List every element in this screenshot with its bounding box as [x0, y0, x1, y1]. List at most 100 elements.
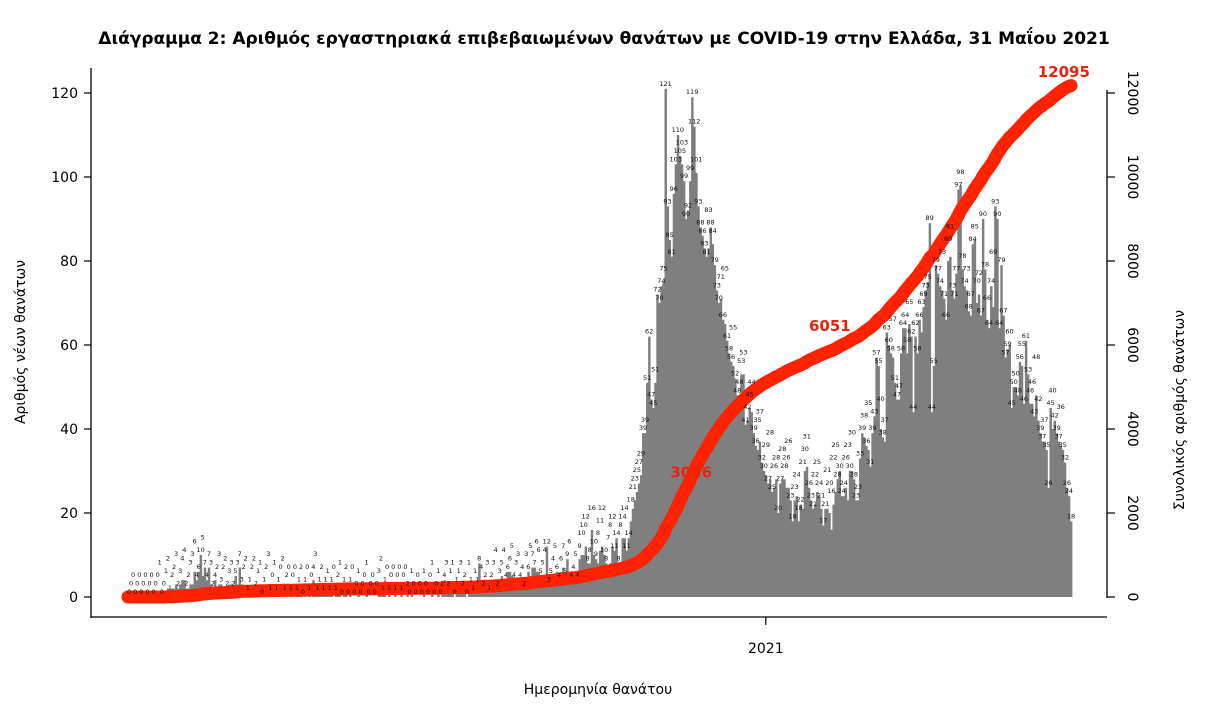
bar-value-label: 66 [983, 294, 991, 302]
y2-tick-label: 0 [1124, 593, 1140, 602]
bar-value-label: 2 [489, 571, 493, 579]
bar-value-label: 48 [1014, 386, 1022, 394]
bar-value-label: 4 [575, 571, 579, 579]
bar-value-label: 83 [700, 239, 708, 247]
bar [940, 290, 944, 597]
bar [590, 529, 594, 597]
bar [977, 294, 981, 597]
bar-value-label: 18 [627, 496, 635, 504]
bar [517, 584, 520, 597]
bar-value-label: 88 [696, 218, 704, 226]
bar-value-label: 81 [702, 248, 710, 256]
bar-value-label: 39 [1053, 424, 1061, 432]
bar [793, 500, 796, 597]
bar-value-label: 85 [971, 223, 979, 231]
bar [899, 353, 903, 597]
bar [879, 429, 882, 597]
bar [963, 286, 966, 597]
bar-value-label: 1 [307, 584, 311, 592]
bar [756, 450, 760, 597]
bar [834, 492, 837, 597]
bar [639, 475, 643, 597]
bar-value-label: 1 [393, 584, 397, 592]
bar-value-label: 2 [244, 554, 248, 562]
bar-value-label: 27 [764, 475, 772, 483]
bar [652, 408, 655, 597]
bar-value-label: 97 [954, 181, 962, 189]
bar-value-label: 2 [215, 563, 219, 571]
bar-value-label: 32 [1061, 454, 1069, 462]
bar-value-label: 22 [797, 496, 805, 504]
bar-value-label: 1 [455, 575, 459, 583]
bar [572, 580, 575, 597]
bar [783, 479, 786, 597]
bar-value-label: 8 [588, 546, 592, 554]
bar-value-label: 1 [430, 559, 434, 567]
bar [932, 366, 936, 597]
bar-value-label: 73 [962, 265, 970, 273]
bar [871, 433, 874, 597]
bar [625, 550, 629, 597]
bar-value-label: 90 [682, 210, 690, 218]
bar-value-label: 0 [135, 580, 139, 588]
bar-value-label: 66 [719, 311, 727, 319]
bar [1037, 420, 1040, 597]
bar [672, 193, 676, 598]
bar-value-label: 21 [629, 483, 637, 491]
bar [1059, 445, 1063, 597]
bar [1069, 521, 1073, 597]
bar-value-label: 23 [807, 491, 815, 499]
annotation-label: 12095 [1038, 63, 1090, 81]
bar-value-label: 57 [889, 315, 897, 323]
bar-value-label: 84 [708, 227, 716, 235]
bar-value-label: 62 [907, 328, 915, 336]
bar-value-label: 61 [1022, 332, 1030, 340]
bar-value-label: 44 [747, 378, 755, 386]
bar-value-label: 1 [326, 567, 330, 575]
bar-value-label: 48 [733, 386, 741, 394]
bar-value-label: 0 [362, 571, 366, 579]
bar-value-label: 21 [809, 500, 817, 508]
bar [762, 471, 766, 597]
bar-value-label: 14 [612, 529, 620, 537]
bar-value-label: 44 [909, 403, 917, 411]
bar [830, 529, 833, 597]
bar [867, 450, 870, 597]
bar-value-label: 24 [840, 479, 848, 487]
bar-value-label: 7 [561, 542, 565, 550]
bar-value-label: 61 [723, 332, 731, 340]
bar-value-label: 2 [481, 580, 485, 588]
bar-value-label: 37 [756, 407, 764, 415]
bar [1055, 433, 1059, 597]
bar-value-label: 0 [154, 580, 158, 588]
bar [895, 399, 899, 597]
bar-value-label: 40 [876, 395, 884, 403]
bar-value-label: 55 [930, 357, 938, 365]
bar-value-label: 3 [514, 559, 518, 567]
bar-value-label: 21 [799, 458, 807, 466]
bar [809, 500, 813, 597]
bar [1000, 265, 1003, 597]
bar [607, 567, 610, 597]
bar-value-label: 1 [348, 575, 352, 583]
bar-value-label: 2 [461, 580, 465, 588]
bar [936, 273, 940, 597]
bar [631, 508, 635, 597]
bar-value-label: 3 [377, 567, 381, 575]
bar [777, 513, 780, 597]
bar [807, 487, 811, 597]
bar [617, 563, 620, 597]
bar [789, 500, 792, 597]
bar-value-label: 36 [862, 437, 870, 445]
bar [971, 244, 975, 597]
bar [605, 563, 608, 597]
bar [826, 508, 829, 597]
bar-value-label: 39 [868, 424, 876, 432]
bar-value-label: 0 [340, 588, 344, 596]
bar-value-label: 2 [184, 580, 188, 588]
bar-value-label: 73 [938, 248, 946, 256]
bar [238, 567, 242, 597]
y-tick-label: 60 [60, 338, 78, 354]
bar-value-label: 64 [901, 311, 909, 319]
